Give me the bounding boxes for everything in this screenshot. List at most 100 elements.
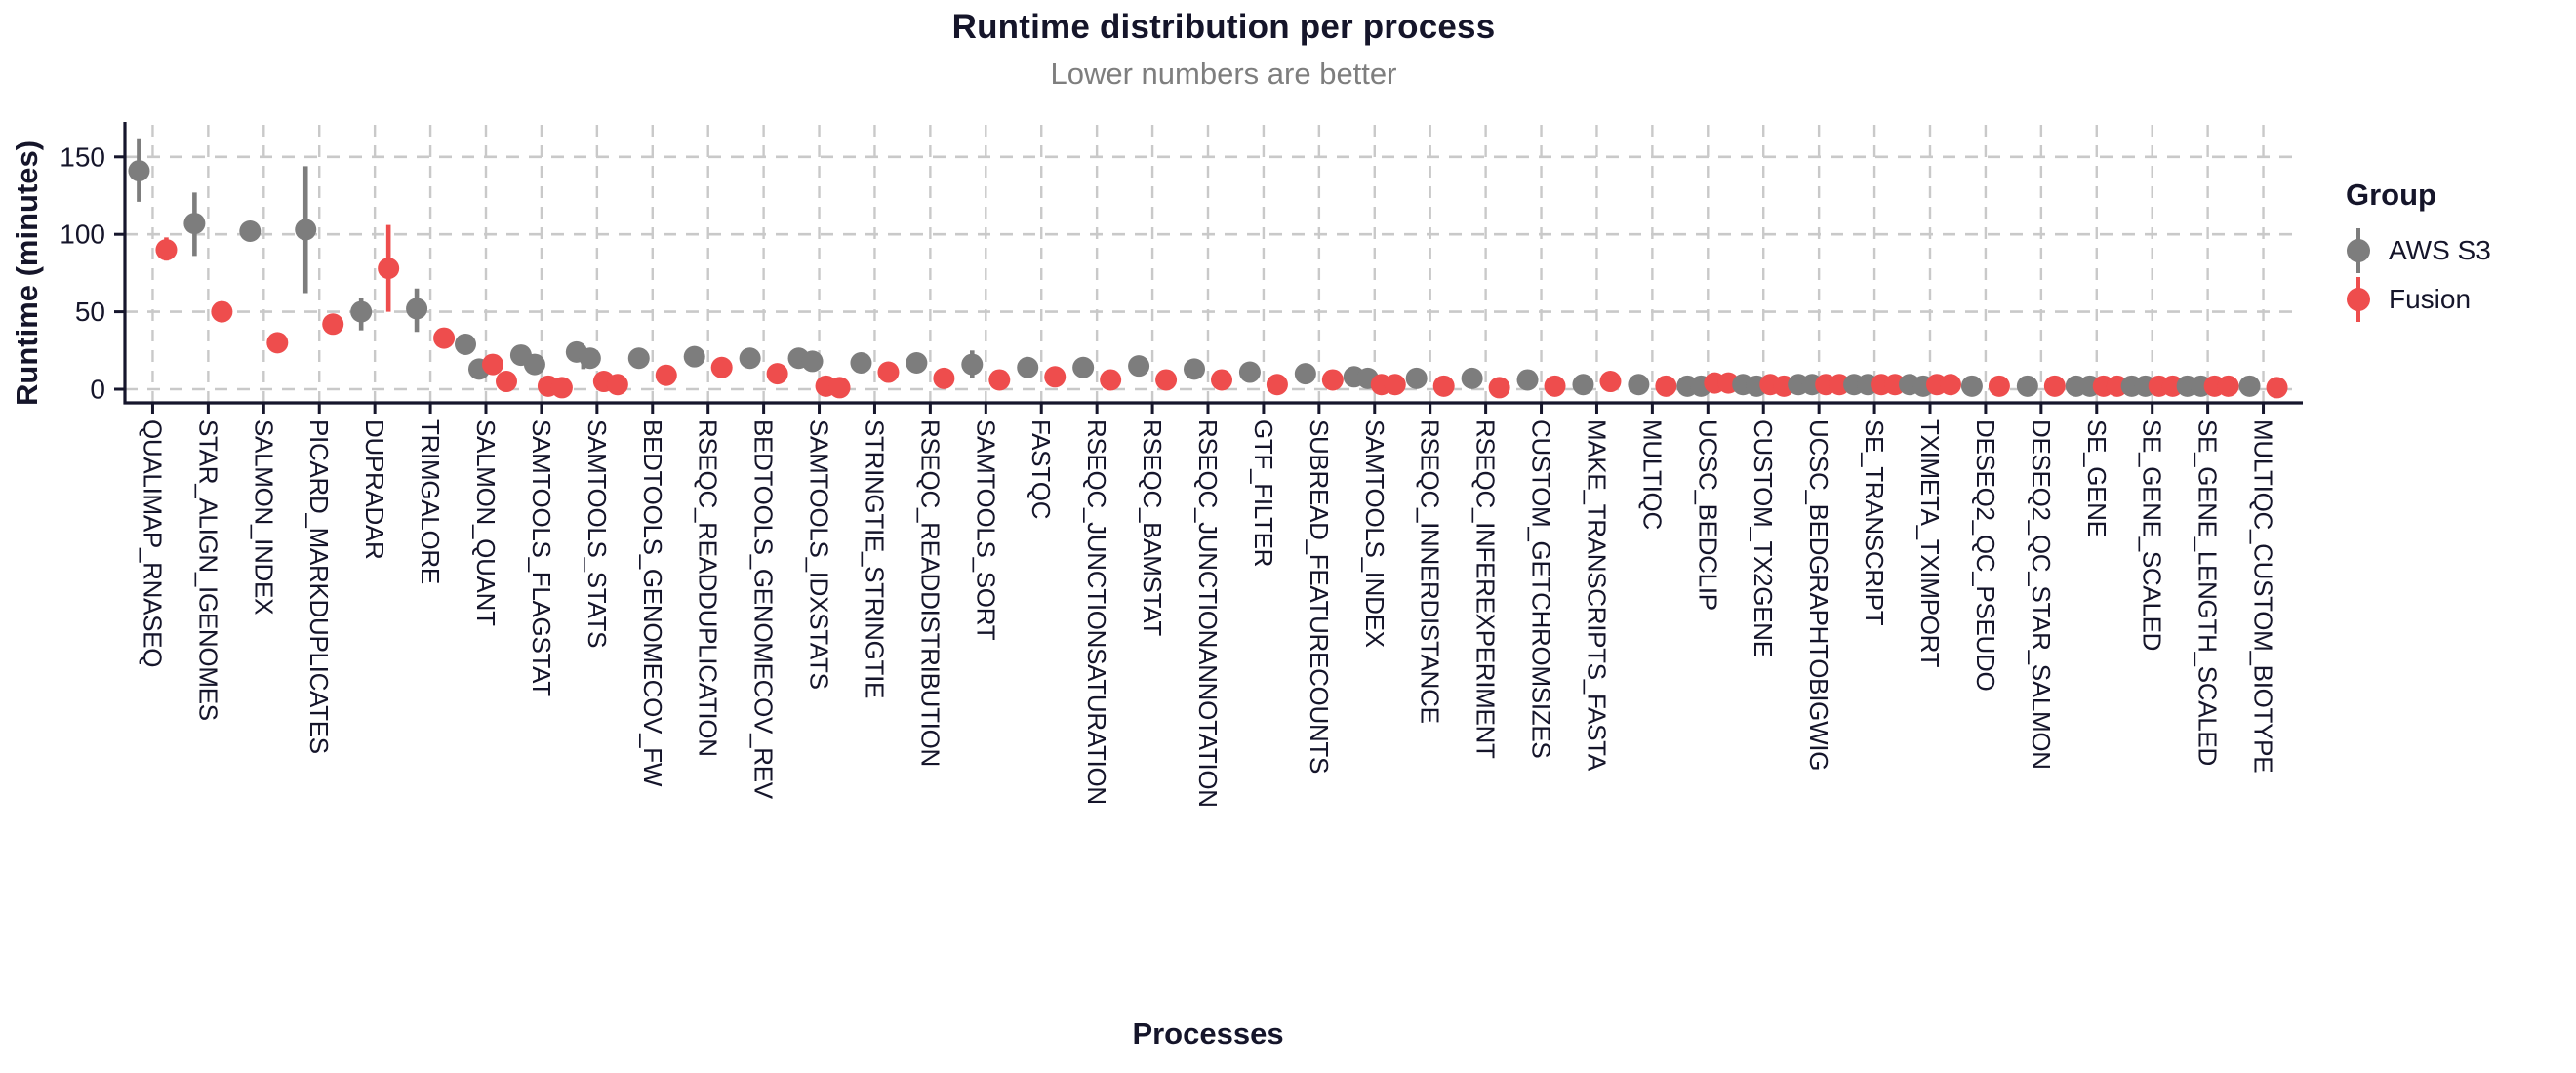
data-point-aws: [1405, 367, 1428, 389]
x-tick-label: SALMON_QUANT: [471, 419, 501, 626]
x-tick-label: RSEQC_INFEREXPERIMENT: [1471, 419, 1501, 759]
data-point-fusion: [606, 374, 628, 396]
data-point-fusion: [1599, 371, 1622, 393]
data-point-fusion: [2217, 375, 2239, 397]
x-tick-label: MAKE_TRANSCRIPTS_FASTA: [1582, 419, 1611, 772]
data-point-fusion: [1266, 374, 1288, 396]
x-tick-label: SAMTOOLS_IDXSTATS: [805, 419, 834, 690]
data-point-fusion: [877, 361, 900, 383]
x-tick-label: GTF_FILTER: [1249, 419, 1278, 567]
x-tick-label: SUBREAD_FEATURECOUNTS: [1305, 419, 1334, 774]
data-point-aws: [523, 353, 545, 376]
data-point-fusion: [1940, 374, 1961, 396]
data-point-aws: [1960, 375, 1983, 397]
data-point-aws: [1128, 355, 1150, 378]
x-tick-label: DESEQ2_QC_PSEUDO: [1971, 419, 2000, 691]
data-point-fusion: [933, 367, 955, 389]
data-point-fusion: [322, 313, 344, 336]
x-tick-label: RSEQC_JUNCTIONANNOTATION: [1193, 419, 1223, 808]
x-tick-label: UCSC_BEDGRAPHTOBIGWIG: [1804, 419, 1833, 771]
data-point-fusion: [433, 327, 456, 349]
data-point-aws: [295, 219, 317, 241]
x-tick-label: STAR_ALIGN_IGENOMES: [193, 419, 222, 721]
data-point-fusion: [1488, 377, 1510, 399]
x-tick-label: CUSTOM_GETCHROMSIZES: [1527, 419, 1556, 758]
x-axis-title: Processes: [1132, 1016, 1284, 1051]
pointrange-icon: [2346, 275, 2371, 324]
data-point-fusion: [1988, 375, 2010, 397]
data-point-aws: [1184, 358, 1205, 380]
data-point-fusion: [710, 356, 733, 378]
x-tick-label: STRINGTIE_STRINGTIE: [860, 419, 889, 698]
data-point-aws: [2238, 375, 2261, 397]
x-tick-label: UCSC_BEDCLIP: [1693, 419, 1722, 611]
data-point-aws: [850, 352, 872, 375]
data-point-fusion: [1155, 369, 1178, 391]
legend-entries: AWS S3 Fusion: [2346, 226, 2491, 324]
x-tick-label: SALMON_INDEX: [249, 419, 278, 615]
x-tick-label: SAMTOOLS_FLAGSTAT: [527, 419, 556, 696]
legend-title: Group: [2346, 178, 2436, 212]
data-point-fusion: [2266, 377, 2288, 399]
x-tick-label: BEDTOOLS_GENOMECOV_REV: [749, 419, 779, 800]
data-point-fusion: [482, 353, 503, 376]
x-tick-label: TXIMETA_TXIMPORT: [1915, 419, 1945, 668]
data-point-aws: [128, 160, 150, 182]
x-tick-label: QUALIMAP_RNASEQ: [138, 419, 167, 667]
y-tick-label: 150: [60, 141, 105, 172]
data-point-aws: [683, 345, 705, 368]
data-point-aws: [183, 213, 206, 235]
data-point-aws: [1572, 374, 1594, 396]
data-point-fusion: [1044, 366, 1067, 388]
x-tick-label: RSEQC_INNERDISTANCE: [1416, 419, 1445, 724]
data-point-fusion: [828, 377, 851, 399]
x-tick-label: RSEQC_JUNCTIONSATURATION: [1082, 419, 1111, 805]
data-point-aws: [406, 298, 428, 320]
pointrange-icon: [2346, 226, 2371, 275]
x-tick-label: BEDTOOLS_GENOMECOV_FW: [638, 419, 667, 787]
y-tick-label: 100: [60, 219, 105, 250]
data-point-aws: [239, 220, 262, 243]
data-point-fusion: [766, 363, 788, 385]
x-tick-label: SAMTOOLS_STATS: [583, 419, 612, 648]
x-tick-label: MULTIQC: [1637, 419, 1667, 530]
data-point-fusion: [1655, 375, 1677, 397]
x-tick-label: TRIMGALORE: [416, 419, 445, 584]
data-point-aws: [1238, 361, 1261, 383]
x-tick-label: DESEQ2_QC_STAR_SALMON: [2027, 419, 2056, 770]
data-point-aws: [961, 353, 984, 376]
data-point-fusion: [988, 369, 1011, 391]
data-point-fusion: [1100, 369, 1122, 391]
data-point-aws: [1461, 367, 1483, 389]
x-tick-label: SE_TRANSCRIPT: [1860, 419, 1889, 626]
x-tick-label: SE_GENE: [2082, 419, 2112, 537]
x-tick-label: RSEQC_READDISTRIBUTION: [915, 419, 945, 767]
x-tick-label: CUSTOM_TX2GENE: [1749, 419, 1778, 657]
chart-subtitle: Lower numbers are better: [1050, 57, 1397, 91]
data-point-fusion: [2043, 375, 2066, 397]
data-point-fusion: [655, 364, 677, 386]
data-point-fusion: [1211, 369, 1232, 391]
data-point-aws: [1628, 374, 1650, 396]
data-point-fusion: [1384, 374, 1406, 396]
data-point-aws: [801, 350, 824, 373]
x-tick-label: FASTQC: [1026, 419, 1056, 519]
x-tick-label: PICARD_MARKDUPLICATES: [304, 419, 334, 754]
data-point-aws: [1072, 356, 1095, 378]
data-point-fusion: [1544, 375, 1566, 397]
data-point-aws: [455, 333, 476, 355]
legend: Group AWS S3 Fusion: [2346, 178, 2491, 324]
data-point-fusion: [266, 332, 289, 354]
data-point-aws: [1294, 363, 1316, 385]
x-tick-label: RSEQC_READDUPLICATION: [694, 419, 723, 757]
y-tick-label: 0: [90, 375, 105, 405]
data-point-aws: [627, 347, 650, 370]
x-tick-label: SAMTOOLS_SORT: [971, 419, 1000, 641]
legend-label: Fusion: [2389, 284, 2472, 314]
chart-title: Runtime distribution per process: [951, 8, 1496, 46]
legend-entry-aws: AWS S3: [2346, 226, 2491, 275]
data-point-fusion: [496, 371, 517, 393]
data-point-aws: [1017, 356, 1039, 378]
